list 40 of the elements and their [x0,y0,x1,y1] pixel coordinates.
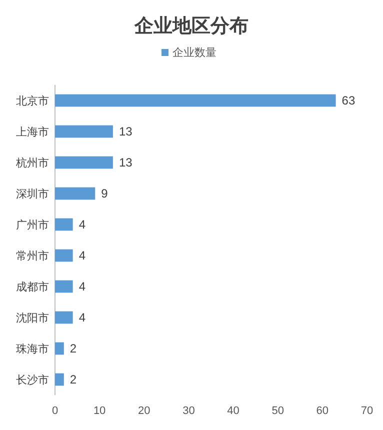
data-label: 4 [78,310,86,324]
bar [55,342,64,355]
data-label: 2 [70,372,77,386]
bar [55,156,113,169]
y-tick-label: 常州市 [16,250,49,262]
data-label: 9 [101,186,108,200]
x-tick-label: 30 [182,405,195,417]
y-tick-label: 成都市 [16,280,49,294]
data-label: 4 [78,218,86,232]
x-tick-label: 0 [52,405,58,417]
y-tick-label: 沈阳市 [16,312,49,324]
x-tick-label: 20 [138,405,150,417]
y-tick-label: 珠海市 [16,342,49,356]
legend-label: 企业数量 [172,46,216,59]
x-tick-label: 40 [227,405,240,417]
bar [55,218,73,231]
bar [55,249,73,262]
x-tick-label: 10 [93,405,106,417]
x-tick-label: 60 [316,405,329,417]
y-tick-label: 广州市 [16,218,49,232]
bar [55,311,73,324]
y-tick-label: 北京市 [16,94,49,108]
bar [55,94,336,107]
bar [55,373,64,386]
data-label: 2 [70,342,77,356]
y-tick-label: 上海市 [16,126,49,138]
bar [55,280,73,293]
data-label: 4 [78,248,86,262]
data-label: 4 [78,280,86,294]
data-label: 13 [118,156,133,170]
data-label: 63 [342,94,356,108]
x-tick-label: 70 [360,405,374,417]
y-tick-label: 长沙市 [16,374,49,386]
y-tick-label: 深圳市 [16,188,49,200]
chart-title: 企业地区分布 [134,15,248,37]
data-label: 13 [118,124,133,138]
bar [55,187,96,200]
bar [55,125,113,138]
x-tick-label: 50 [272,405,284,417]
y-tick-label: 杭州市 [15,156,49,170]
